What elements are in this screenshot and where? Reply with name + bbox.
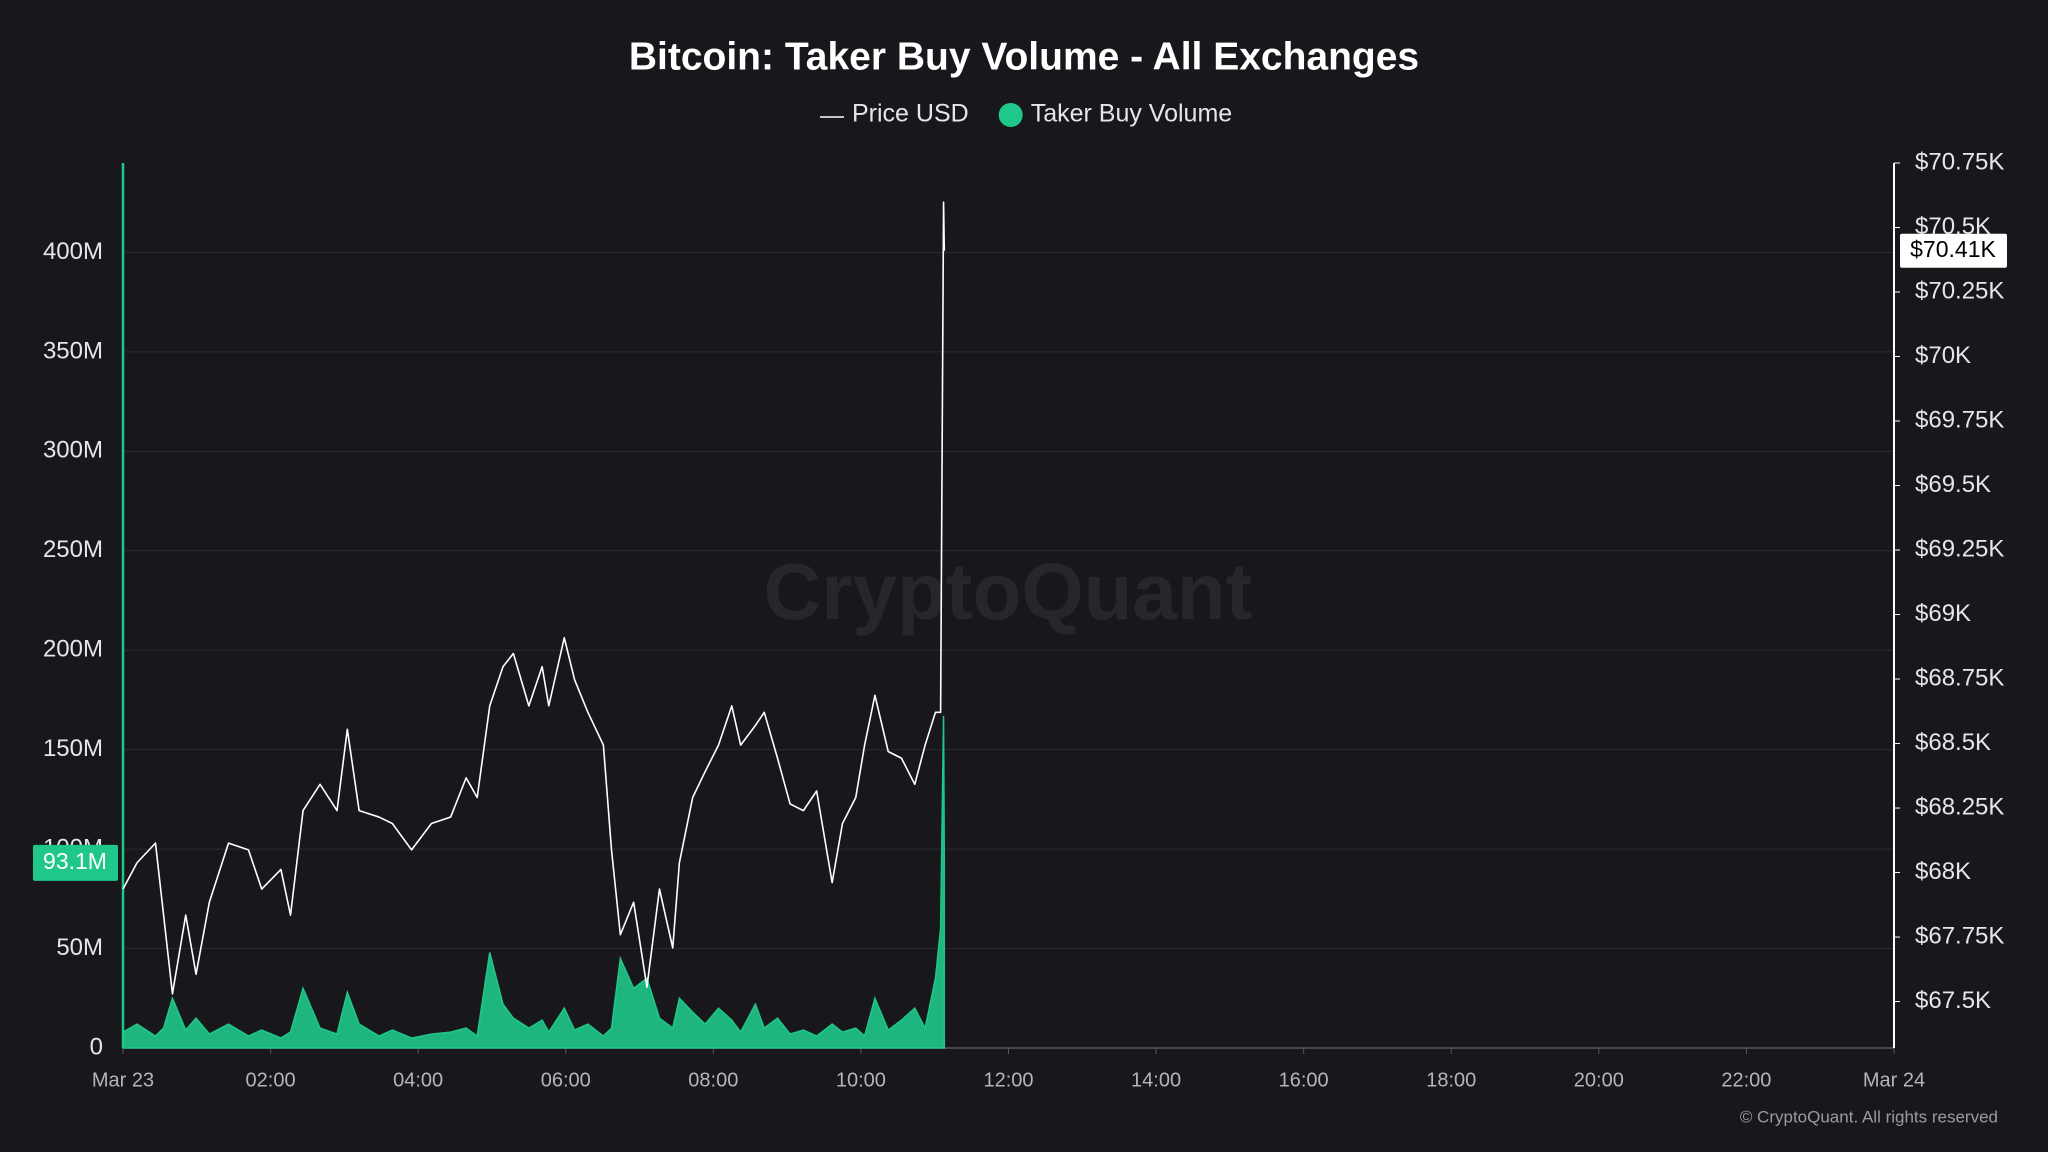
y-tick-label: 150M — [43, 735, 103, 762]
x-tick-label: 18:00 — [1426, 1069, 1476, 1091]
x-tick-label: 08:00 — [688, 1069, 738, 1091]
y2-tick-label: $68.5K — [1915, 729, 1991, 756]
x-tick-label: Mar 24 — [1863, 1069, 1925, 1091]
x-tick-label: 02:00 — [246, 1069, 296, 1091]
legend-swatch — [998, 103, 1023, 127]
y2-tick-label: $67.75K — [1915, 922, 2004, 949]
x-tick-label: Mar 23 — [92, 1069, 154, 1091]
y-tick-label: 200M — [43, 636, 103, 663]
y2-tick-label: $67.5K — [1915, 987, 1991, 1014]
x-tick-label: 10:00 — [836, 1069, 886, 1091]
x-tick-label: 06:00 — [541, 1069, 591, 1091]
volume-badge-label: 93.1M — [43, 848, 107, 874]
y2-tick-label: $70K — [1915, 342, 1971, 369]
y2-tick-label: $69.25K — [1915, 535, 2004, 562]
price-badge — [1900, 233, 2007, 268]
y-tick-label: 400M — [43, 238, 103, 265]
y2-tick-label: $68.25K — [1915, 793, 2004, 820]
x-tick-label: 16:00 — [1279, 1069, 1329, 1091]
chart-title: Bitcoin: Taker Buy Volume - All Exchange… — [629, 35, 1419, 78]
x-tick-label: 04:00 — [393, 1069, 443, 1091]
legend-label: Price USD — [852, 100, 969, 128]
x-tick-label: 22:00 — [1721, 1069, 1771, 1091]
y-tick-label: 250M — [43, 536, 103, 563]
legend-label: Taker Buy Volume — [1031, 100, 1233, 128]
y2-tick-label: $69K — [1915, 600, 1971, 627]
y2-tick-label: $69.75K — [1915, 406, 2004, 433]
price-line — [122, 201, 946, 995]
y2-tick-label: $70.75K — [1915, 148, 2004, 175]
y-tick-label: 350M — [43, 337, 103, 364]
x-tick-label: 12:00 — [983, 1069, 1033, 1091]
x-tick-label: 20:00 — [1574, 1069, 1624, 1091]
price-badge-label: $70.41K — [1910, 236, 1996, 262]
x-tick-label: 14:00 — [1131, 1069, 1181, 1091]
y2-tick-label: $70.25K — [1915, 277, 2004, 304]
y-tick-label: 50M — [56, 934, 103, 961]
y2-tick-label: $68.75K — [1915, 664, 2004, 691]
volume-badge — [33, 844, 118, 881]
copyright: © CryptoQuant. All rights reserved — [1740, 1107, 1998, 1126]
watermark: CryptoQuant — [764, 547, 1253, 636]
y2-tick-label: $68K — [1915, 858, 1971, 885]
y2-tick-label: $69.5K — [1915, 471, 1991, 498]
y-tick-label: 300M — [43, 437, 103, 464]
y-tick-label: 0 — [90, 1033, 103, 1060]
volume-area — [122, 715, 946, 1049]
legend: Price USD Taker Buy Volume — [820, 100, 1232, 128]
